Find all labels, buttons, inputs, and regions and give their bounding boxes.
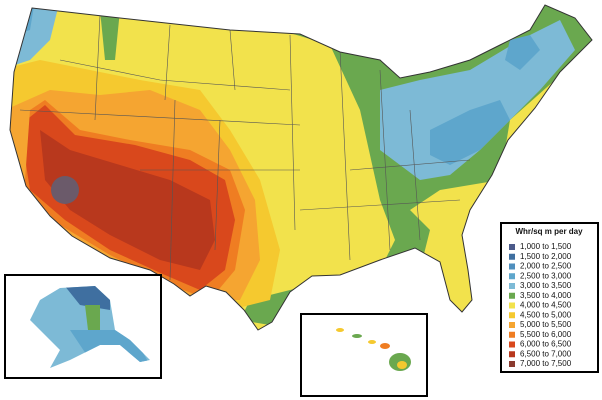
legend <box>500 222 599 373</box>
legend-label: 6,000 to 6,500 <box>520 340 572 349</box>
legend-swatch <box>509 331 515 338</box>
legend-label: 5,500 to 6,000 <box>520 330 572 339</box>
legend-swatch <box>509 322 515 328</box>
legend-swatch <box>509 283 515 289</box>
legend-label: 1,000 to 1,500 <box>520 242 572 251</box>
legend-label: 2,500 to 3,000 <box>520 271 572 280</box>
legend-swatch <box>509 302 515 309</box>
hawaii <box>336 328 411 371</box>
legend-label: 6,500 to 7,000 <box>520 349 572 358</box>
legend-swatch <box>509 341 515 348</box>
legend-label: 5,000 to 5,500 <box>520 320 572 329</box>
legend-swatch <box>509 253 515 260</box>
hawaii-inset <box>300 313 428 397</box>
legend-label: 3,500 to 4,000 <box>520 291 572 300</box>
legend-label: 4,500 to 5,000 <box>520 310 572 319</box>
legend-label: 4,000 to 4,500 <box>520 301 572 310</box>
legend-label: 7,000 to 7,500 <box>520 359 572 368</box>
legend-swatch <box>509 312 515 319</box>
legend-title: Whr/sq m per day <box>515 227 583 236</box>
legend-swatch <box>509 361 515 367</box>
legend-label: 3,000 to 3,500 <box>520 281 572 290</box>
legend-label: 2,000 to 2,500 <box>520 262 572 271</box>
legend-swatch <box>509 244 515 250</box>
legend-swatch <box>509 292 515 299</box>
legend-label: 1,500 to 2,000 <box>520 252 572 261</box>
legend-swatch <box>509 273 515 280</box>
legend-swatch <box>509 351 515 358</box>
legend-swatch <box>509 263 515 270</box>
